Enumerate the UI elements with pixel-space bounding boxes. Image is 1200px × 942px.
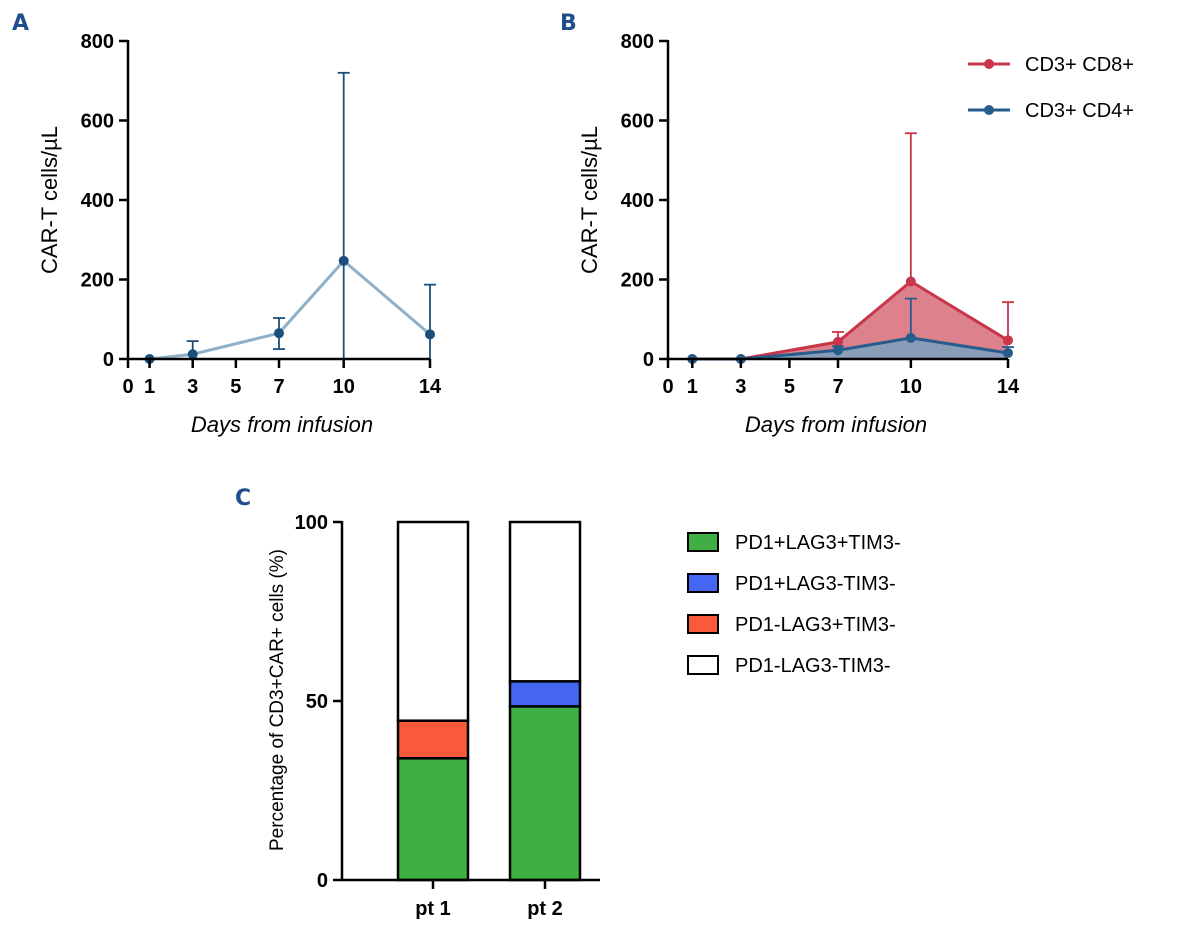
- panel-c-ylabel: Percentage of CD3+CAR+ cells (%): [267, 549, 288, 851]
- panel-b-ytick-label-200: 200: [621, 270, 654, 292]
- panel-a-ytick-label-200: 200: [81, 270, 114, 292]
- legend-lag3-only-label: PD1-LAG3+TIM3-: [735, 614, 896, 636]
- panel-a-ytick-label-800: 800: [81, 31, 114, 53]
- legend-pd1-only-label: PD1+LAG3-TIM3-: [735, 573, 896, 595]
- panel-c-ytick-label-0: 0: [317, 870, 328, 892]
- panel-a-ytick-label-0: 0: [103, 349, 114, 371]
- panel-b-point-1-3: [905, 332, 916, 343]
- panel-c-category-label-0: pt 1: [415, 898, 451, 920]
- panel-a-point-0-4: [425, 329, 435, 340]
- panel-b-point-0-3: [905, 276, 916, 287]
- panel-a-xtick-label-14: 14: [419, 376, 442, 398]
- legend-cd8-marker: [984, 59, 994, 69]
- panel-a-xtick-label-10: 10: [333, 376, 355, 398]
- panel-b-ytick-label-800: 800: [621, 31, 654, 53]
- legend-cd4-marker: [984, 105, 994, 115]
- panel-a-xtick-label-0: 0: [122, 376, 133, 398]
- panel-b-xtick-label-14: 14: [997, 376, 1020, 398]
- panel-c-bar-pt2-segment-3: [508, 520, 582, 683]
- panel-b-point-0-2: [833, 336, 843, 347]
- panel-b-ytick-label-0: 0: [643, 349, 654, 371]
- panel-b-label: B: [560, 11, 577, 36]
- panel-b-point-0-4: [1003, 335, 1013, 346]
- panel-a-xlabel: Days from infusion: [191, 412, 373, 437]
- panel-a-point-0-2: [274, 328, 284, 339]
- panel-c-bar-pt1-segment-0: [396, 757, 470, 882]
- panel-b-xtick-label-7: 7: [832, 376, 843, 398]
- panel-c-legend: PD1+LAG3+TIM3- PD1+LAG3-TIM3- PD1-LAG3+T…: [687, 532, 901, 677]
- panel-b-xtick-label-1: 1: [687, 376, 698, 398]
- panel-c-bar-pt1-segment-3: [396, 520, 470, 722]
- panel-b-point-1-2: [833, 345, 843, 356]
- panel-a-line-series-0: [149, 258, 431, 361]
- panel-b-xtick-label-10: 10: [900, 376, 922, 398]
- panel-b-ytick-label-400: 400: [621, 190, 654, 212]
- legend-negative-label: PD1-LAG3-TIM3-: [735, 655, 891, 677]
- panel-c-ytick-label-100: 100: [295, 512, 328, 534]
- panel-a-ytick-label-600: 600: [81, 111, 114, 133]
- panel-a-ytick-label-400: 400: [81, 190, 114, 212]
- panel-c-category-label-1: pt 2: [527, 898, 563, 920]
- panel-b-legend: CD3+ CD8+ CD3+ CD4+: [968, 54, 1134, 122]
- legend-pd1-lag3-label: PD1+LAG3+TIM3-: [735, 532, 901, 554]
- legend-lag3-only-swatch: [687, 614, 719, 634]
- panel-c-chart: pt 1 pt 2 0 50 100: [295, 512, 600, 920]
- legend-negative-swatch: [687, 655, 719, 675]
- panel-a-xtick-label-7: 7: [273, 376, 284, 398]
- legend-cd4-label: CD3+ CD4+: [1025, 100, 1134, 122]
- panel-a-label: A: [12, 11, 29, 36]
- panel-a-ylabel: CAR-T cells/µL: [37, 126, 62, 274]
- panel-b-ytick-label-600: 600: [621, 111, 654, 133]
- panel-b-xtick-label-3: 3: [735, 376, 746, 398]
- panel-b-xtick-label-0: 0: [662, 376, 673, 398]
- panel-b-point-1-4: [1003, 348, 1013, 359]
- panel-a-xtick-label-5: 5: [230, 376, 241, 398]
- legend-pd1-lag3-swatch: [687, 532, 719, 552]
- panel-b-ylabel: CAR-T cells/µL: [577, 126, 602, 274]
- panel-a-point-0-1: [187, 349, 198, 360]
- legend-cd8-label: CD3+ CD8+: [1025, 54, 1134, 76]
- panel-c-bar-pt1-segment-2: [396, 719, 470, 760]
- panel-c-bar-pt2-segment-1: [508, 680, 582, 708]
- panel-c-bar-pt2-segment-0: [508, 705, 582, 882]
- panel-a-point-0-3: [338, 255, 349, 266]
- panel-a-xtick-label-1: 1: [144, 376, 155, 398]
- panel-c-label: C: [235, 486, 251, 511]
- legend-pd1-only-swatch: [687, 573, 719, 593]
- panel-b-xlabel: Days from infusion: [745, 412, 927, 437]
- panel-b-xtick-label-5: 5: [784, 376, 795, 398]
- panel-c-ytick-label-50: 50: [306, 691, 328, 713]
- panel-a-xtick-label-3: 3: [187, 376, 198, 398]
